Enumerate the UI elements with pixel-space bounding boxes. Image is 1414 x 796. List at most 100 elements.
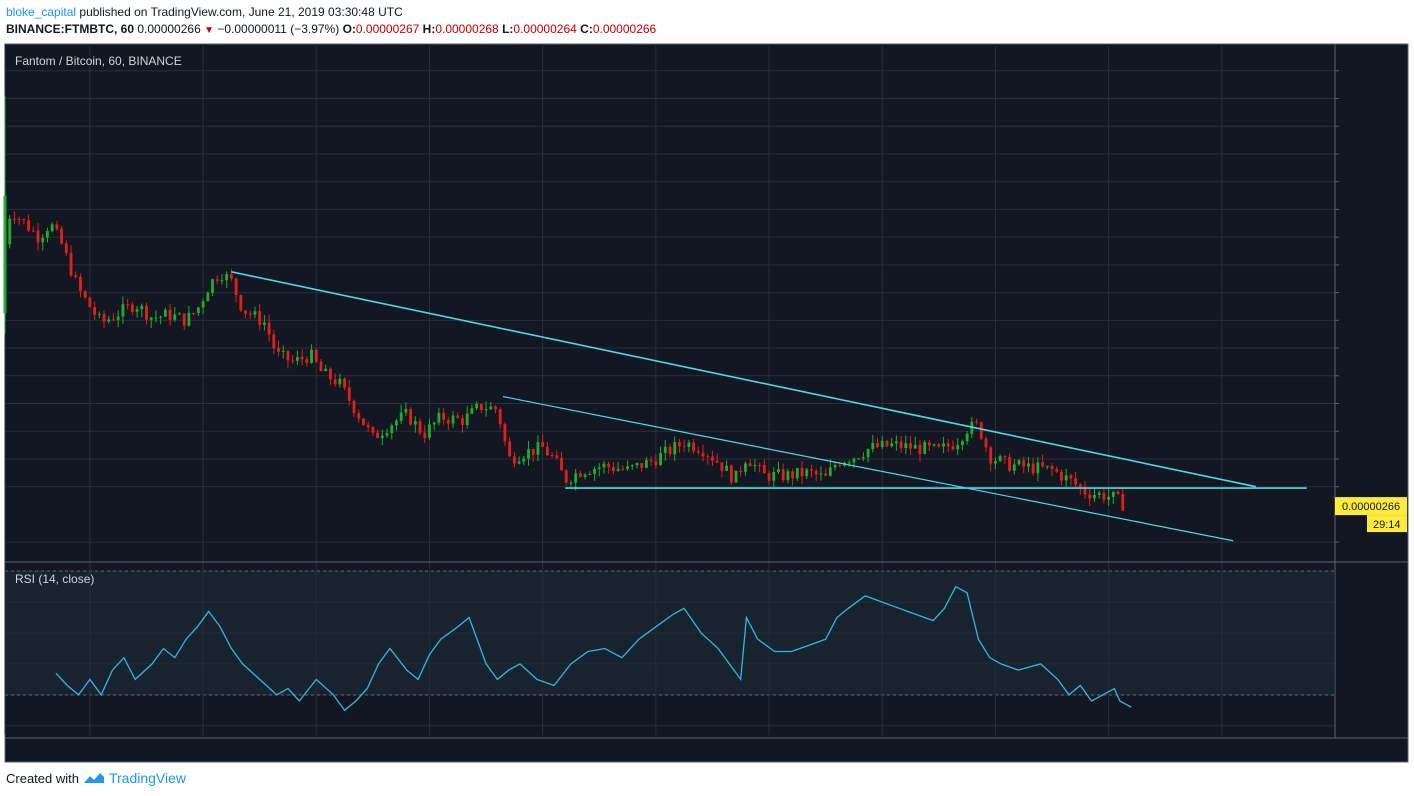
candle-body <box>668 446 672 455</box>
candle <box>1003 455 1007 464</box>
candle <box>536 435 540 462</box>
candle-body <box>682 446 686 448</box>
candle <box>380 429 384 446</box>
candle-body <box>904 443 908 449</box>
candle-body <box>984 438 988 448</box>
candle <box>55 220 59 231</box>
candle <box>135 305 139 318</box>
candle <box>470 404 474 415</box>
candle <box>744 461 747 476</box>
candle-body <box>810 469 813 471</box>
candle <box>1121 487 1125 511</box>
time-tick-label: 06:00 <box>7 741 35 753</box>
candle <box>942 436 945 454</box>
candle-body <box>262 322 266 325</box>
candle <box>107 315 111 324</box>
candle-body <box>531 448 535 455</box>
candle <box>715 453 719 464</box>
candle-body <box>36 230 40 243</box>
candle <box>178 312 181 315</box>
last-price: 0.00000266 <box>137 22 201 36</box>
candle <box>220 273 224 285</box>
candle <box>409 407 413 426</box>
candle-body <box>83 291 87 298</box>
candle-body <box>828 467 832 476</box>
candle-body <box>706 456 710 458</box>
candle-body <box>64 243 68 254</box>
candle-body <box>234 278 238 296</box>
candle-body <box>126 304 130 306</box>
candle <box>314 348 318 364</box>
chart-title: Fantom / Bitcoin, 60, BINANCE <box>15 54 182 68</box>
candle <box>767 470 771 485</box>
candle <box>984 436 988 453</box>
candle-body <box>1055 468 1059 472</box>
candle-body <box>861 457 865 459</box>
candle-body <box>248 313 252 315</box>
candle <box>1036 457 1040 482</box>
tradingview-link[interactable]: TradingView <box>108 770 187 786</box>
candle-body <box>800 467 804 477</box>
candle <box>262 315 266 331</box>
candle <box>871 434 875 453</box>
price-tick-label: 0.00000280 <box>1342 482 1400 494</box>
candle <box>376 429 380 439</box>
candle <box>229 268 233 281</box>
candle <box>739 466 743 477</box>
candle <box>555 450 559 460</box>
candle <box>923 440 927 455</box>
candle <box>678 438 681 453</box>
candle <box>828 459 832 477</box>
candle-body <box>277 348 280 352</box>
candle <box>1045 465 1049 470</box>
candle <box>46 227 49 243</box>
candle-body <box>385 433 389 436</box>
candle <box>659 446 662 466</box>
candle <box>786 468 790 484</box>
candle-body <box>711 456 714 461</box>
candle-body <box>918 444 922 454</box>
candle <box>819 466 823 481</box>
candle <box>36 222 40 251</box>
candle-body <box>857 458 861 460</box>
publish-line: bloke_capital published on TradingView.c… <box>6 4 656 21</box>
candle <box>244 310 247 319</box>
candle <box>456 412 460 419</box>
candle-body <box>102 314 106 322</box>
candle-body <box>894 441 898 444</box>
price-axis[interactable]: 0.00000580 0.00000560 0.00000540 0.00000520… <box>1335 66 1400 549</box>
candle <box>1017 458 1021 466</box>
candle <box>861 452 865 462</box>
candle-body <box>909 443 912 449</box>
candle <box>522 455 526 466</box>
candle-body <box>1008 457 1011 471</box>
candle-body <box>517 461 521 464</box>
candle-body <box>744 463 747 472</box>
price-tag-box <box>1335 497 1407 516</box>
candle-body <box>1017 460 1021 465</box>
rsi-axis[interactable]: 70.00 60.00 50.00 40.00 30.00 20.00 <box>1342 566 1370 733</box>
candle-body <box>621 468 625 470</box>
candle-body <box>593 469 596 475</box>
candle-body <box>767 473 771 481</box>
candle-body <box>720 462 724 471</box>
candle <box>574 468 578 491</box>
open-label: O: <box>342 22 356 36</box>
trendline-group[interactable] <box>231 271 1307 542</box>
candle-body <box>1102 492 1106 500</box>
candle-body <box>352 400 356 414</box>
candle <box>824 468 828 477</box>
candle-body <box>1003 456 1007 458</box>
countdown-label: 29:14 <box>1373 519 1401 531</box>
candle-body <box>979 422 983 439</box>
candle <box>41 234 45 251</box>
author-link[interactable]: bloke_capital <box>6 5 77 19</box>
candle <box>810 464 813 478</box>
candle-body <box>814 470 818 475</box>
candle-body <box>654 461 658 466</box>
candle-body <box>989 447 993 464</box>
candle <box>145 302 148 325</box>
time-axis[interactable]: 06:00 12 13 14 15 16 17 18 19 20 21 22 <box>7 741 1228 753</box>
candle <box>795 467 799 481</box>
